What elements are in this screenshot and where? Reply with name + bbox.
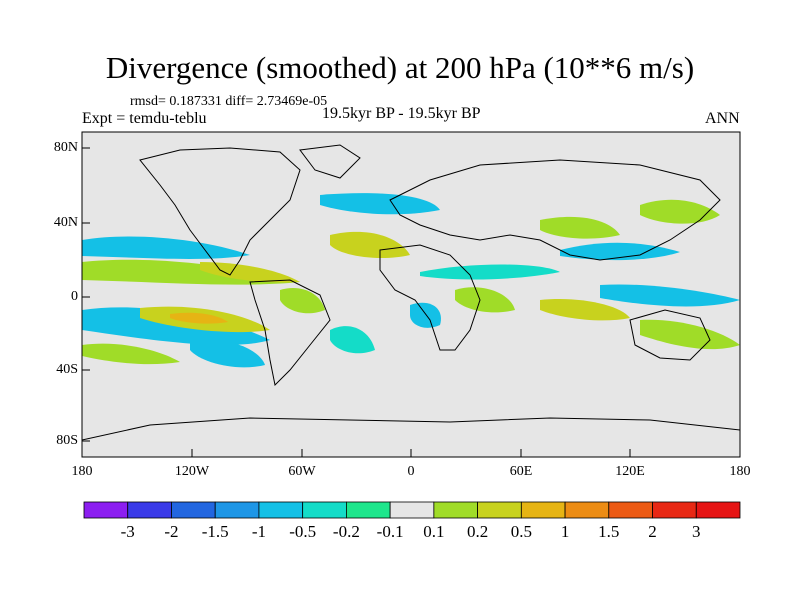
contour-region <box>560 242 680 261</box>
colorbar-swatch <box>608 501 653 519</box>
colorbar-label: -1 <box>251 522 266 541</box>
lon-label: 60E <box>509 464 533 479</box>
contour-region <box>540 216 620 239</box>
contour-region <box>540 299 630 321</box>
colorbar-label: -3 <box>120 522 135 541</box>
experiment-label: Expt = temdu-teblu <box>82 110 207 127</box>
colorbar <box>83 501 741 519</box>
coast-antarctica <box>82 417 740 441</box>
colorbar-swatch <box>652 501 697 519</box>
contour-region <box>420 264 560 280</box>
coast-greenland <box>299 144 361 179</box>
lon-label: 60W <box>288 464 316 479</box>
lon-label: 120E <box>615 464 645 479</box>
lat-label: 40N <box>53 215 78 230</box>
colorbar-label: -2 <box>164 522 179 541</box>
coast-south-america <box>249 279 331 387</box>
axis-ticks <box>81 147 741 457</box>
lon-label: 180 <box>71 464 93 479</box>
contour-region <box>280 288 325 314</box>
contour-region <box>82 343 180 365</box>
colorbar-label: -0.5 <box>289 522 317 541</box>
coast-eurasia <box>389 159 721 261</box>
lat-label: 80S <box>56 433 78 448</box>
colorbar-swatch <box>695 501 741 519</box>
lon-label: 180 <box>729 464 751 479</box>
colorbar-label: -1.5 <box>201 522 229 541</box>
period-label: 19.5kyr BP - 19.5kyr BP <box>322 105 481 122</box>
coast-north-america <box>139 147 301 276</box>
contour-region <box>640 199 720 224</box>
colorbar-swatch <box>214 501 260 519</box>
lon-label: 120W <box>174 464 210 479</box>
colorbar-swatch <box>171 501 216 519</box>
colorbar-swatch <box>564 501 610 519</box>
lat-label: 0 <box>71 289 78 304</box>
contour-region <box>600 284 740 307</box>
colorbar-swatch <box>83 501 129 519</box>
colorbar-swatch <box>127 501 172 519</box>
contour-region <box>190 339 265 368</box>
coast-africa <box>379 244 481 351</box>
plot-title: Divergence (smoothed) at 200 hPa (10**6 … <box>105 50 695 85</box>
colorbar-label: 3 <box>692 522 701 541</box>
contour-region <box>200 262 300 283</box>
colorbar-swatch <box>258 501 304 519</box>
colorbar-label: 0.2 <box>466 522 489 541</box>
season-label: ANN <box>705 110 740 127</box>
colorbar-swatch <box>345 501 391 519</box>
contour-region <box>330 231 410 259</box>
colorbar-swatch <box>389 501 435 519</box>
contour-region <box>170 312 228 324</box>
colorbar-label: -0.1 <box>376 522 404 541</box>
coast-australia <box>629 309 711 361</box>
contour-region <box>640 319 740 350</box>
colorbar-swatch <box>477 501 522 519</box>
colorbar-label: 0.5 <box>510 522 532 541</box>
colorbar-label: 2 <box>648 522 657 541</box>
lat-label: 80N <box>53 140 78 155</box>
colorbar-swatch <box>302 501 347 519</box>
contour-region <box>410 302 441 328</box>
colorbar-swatch <box>433 501 479 519</box>
lon-label: 0 <box>407 464 415 479</box>
colorbar-label: 0.1 <box>423 522 445 541</box>
colorbar-label: -0.2 <box>332 522 360 541</box>
lat-label: 40S <box>56 362 78 377</box>
colorbar-label: 1.5 <box>598 522 620 541</box>
rmsd-stats: rmsd= 0.187331 diff= 2.73469e-05 <box>130 94 328 109</box>
coastlines <box>82 144 740 441</box>
colorbar-label: 1 <box>560 522 570 541</box>
contour-region <box>320 193 440 215</box>
colorbar-swatch <box>520 501 566 519</box>
contour-region <box>330 326 375 354</box>
contour-region <box>455 287 515 313</box>
